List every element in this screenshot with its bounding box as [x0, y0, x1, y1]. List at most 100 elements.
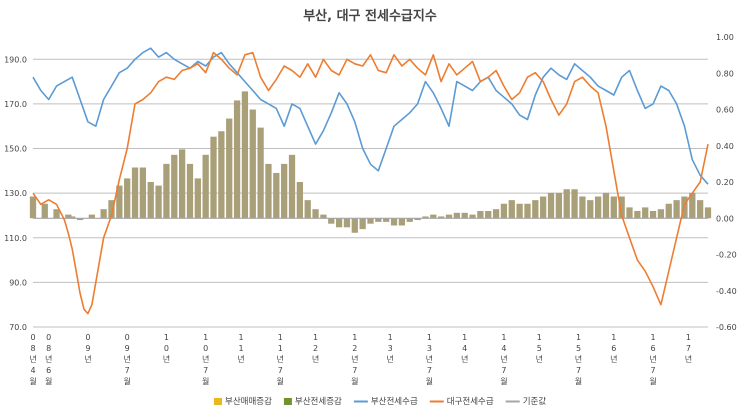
x-tick-char: 0 [46, 333, 51, 342]
bar-busan-jeonse-change [626, 207, 633, 219]
legend-swatch [214, 398, 222, 405]
bar-busan-jeonse-change [477, 211, 484, 219]
x-tick-char: 년 [45, 354, 52, 364]
bar-busan-jeonse-change [304, 200, 311, 219]
bar-busan-jeonse-change [422, 216, 429, 219]
bar-busan-jeonse-change [508, 200, 515, 219]
right-tick-label: -0.20 [716, 251, 737, 260]
x-tick-char: 1 [278, 344, 283, 353]
left-tick-label: 70.0 [9, 323, 27, 332]
x-tick-char: 4 [501, 344, 506, 353]
x-tick-char: 7 [501, 366, 506, 375]
x-tick-char: 6 [46, 366, 51, 375]
right-tick-label: 0.60 [716, 106, 734, 115]
x-tick-char: 1 [501, 333, 506, 342]
x-tick-char: 1 [686, 333, 691, 342]
x-tick-char: 년 [461, 354, 468, 364]
bar-busan-jeonse-change [430, 214, 437, 219]
bar-busan-jeonse-change [320, 214, 327, 219]
bar-busan-jeonse-change [359, 218, 366, 230]
x-tick-char: 1 [238, 333, 243, 342]
legend-item-baseline: 기준값 [505, 396, 546, 407]
bar-busan-jeonse-change [241, 91, 249, 219]
x-tick-char: 1 [238, 344, 243, 353]
right-tick-label: 0.20 [716, 178, 734, 187]
right-tick-label: 0.00 [716, 214, 734, 223]
x-tick-char: 3 [388, 344, 393, 353]
x-tick-char: 월 [123, 376, 130, 386]
bar-busan-jeonse-change [65, 214, 72, 219]
bar-busan-jeonse-change [163, 163, 170, 219]
x-tick-char: 1 [651, 333, 656, 342]
x-tick-char: 년 [123, 354, 130, 364]
x-tick-char: 월 [277, 376, 284, 386]
bar-busan-jeonse-change [53, 209, 60, 219]
x-tick-char: 5 [537, 344, 542, 353]
bar-busan-jeonse-change [492, 209, 500, 219]
x-tick-label: 1 6년 7월 [649, 333, 656, 386]
bar-busan-jeonse-change [367, 218, 374, 224]
bar-busan-jeonse-change [171, 154, 178, 219]
bar-busan-jeonse-change [642, 207, 649, 219]
x-tick-char: 0 [125, 333, 130, 342]
x-tick-char: 월 [45, 376, 52, 386]
x-tick-char: 6 [651, 344, 656, 353]
bar-busan-jeonse-change [634, 211, 641, 219]
bar-busan-jeonse-change [571, 189, 578, 219]
bar-busan-jeonse-change [265, 163, 272, 219]
x-tick-char: 월 [426, 376, 433, 386]
bar-busan-jeonse-change [540, 196, 547, 219]
bar-busan-jeonse-change [210, 136, 217, 219]
left-tick-label: 150.0 [4, 145, 27, 154]
left-axis: 70.0 90.0 110.0 130.0 150.0 170.0 190.0 [4, 55, 27, 332]
x-tick-char: 월 [500, 376, 507, 386]
line-layer [32, 47, 709, 315]
x-tick-char: 1 [164, 333, 169, 342]
x-tick-label: 0 8년 4월 [29, 333, 36, 386]
bar-busan-jeonse-change [194, 178, 201, 219]
x-tick-label: 1 4년 7월 [500, 333, 507, 386]
x-tick-char: 년 [163, 354, 170, 364]
left-tick-label: 170.0 [4, 100, 27, 109]
legend-item-busan-supply: 부산전세수급 [353, 396, 418, 407]
bar-busan-jeonse-change [226, 118, 233, 219]
x-tick-char: 년 [426, 354, 433, 364]
x-tick-char: 0 [85, 333, 90, 342]
bar-busan-jeonse-change [41, 203, 48, 219]
x-tick-char: 1 [203, 333, 208, 342]
bar-busan-jeonse-change [383, 218, 390, 222]
x-tick-char: 8 [30, 344, 35, 353]
bar-busan-jeonse-change [233, 100, 241, 219]
bar-busan-jeonse-change [351, 218, 358, 233]
x-tick-char: 0 [203, 344, 208, 353]
bar-busan-jeonse-change [296, 182, 303, 219]
bar-busan-jeonse-change [273, 172, 280, 219]
x-tick-char: 년 [312, 354, 319, 364]
x-tick-char: 년 [536, 354, 543, 364]
bar-busan-jeonse-change [602, 192, 610, 219]
x-tick-label: 0 9년 7월 [123, 333, 130, 386]
x-tick-char: 년 [575, 354, 582, 364]
bar-busan-jeonse-change [689, 192, 696, 219]
right-tick-label: -0.60 [716, 323, 737, 332]
bar-busan-jeonse-change [673, 200, 680, 219]
x-tick-char: 년 [84, 354, 91, 364]
x-tick-label: 1 0년 [163, 333, 170, 364]
bar-busan-jeonse-change [281, 163, 288, 219]
bar-busan-jeonse-change [461, 212, 468, 219]
bar-busan-jeonse-change [469, 214, 476, 219]
bar-busan-jeonse-change [398, 218, 406, 226]
x-tick-char: 6 [611, 344, 616, 353]
bar-busan-jeonse-change [618, 196, 625, 219]
x-tick-char: 7 [651, 366, 656, 375]
bar-busan-jeonse-change [131, 167, 139, 219]
x-tick-char: 년 [386, 354, 393, 364]
x-tick-label: 1 4년 [461, 333, 468, 364]
bar-busan-jeonse-change [500, 203, 508, 219]
x-tick-char: 월 [351, 376, 358, 386]
bar-busan-jeonse-change [532, 200, 539, 219]
legend-label: 부산매매증감 [225, 396, 272, 407]
